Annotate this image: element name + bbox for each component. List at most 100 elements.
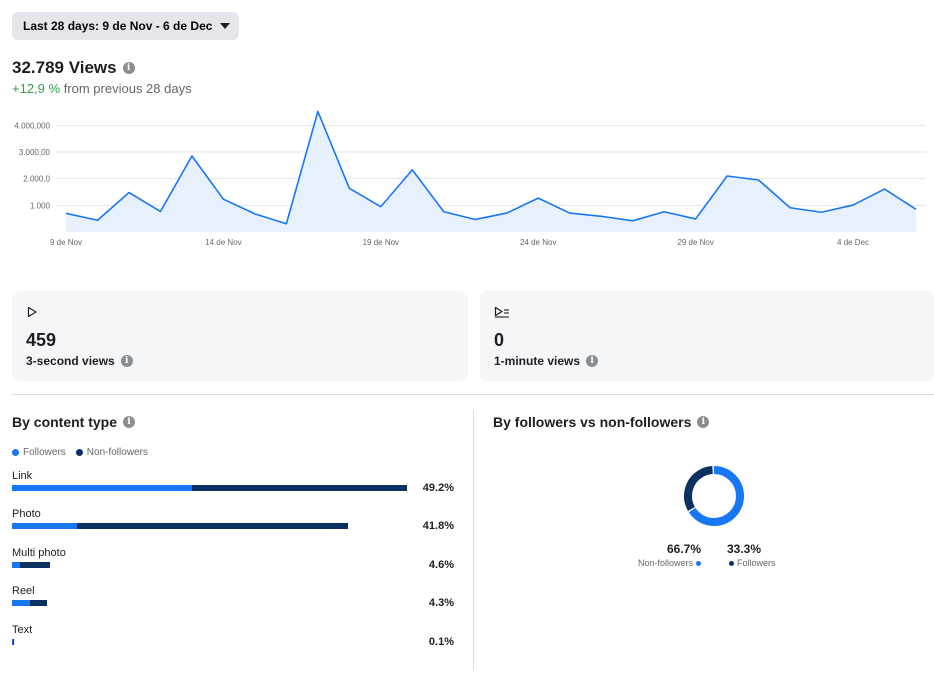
data-point[interactable] — [725, 174, 729, 178]
followers-heading: By followers vs non-followers i — [493, 414, 710, 430]
content-row-label: Link — [12, 470, 33, 482]
data-point[interactable] — [883, 187, 887, 191]
data-point[interactable] — [284, 222, 288, 226]
legend-non-followers-label: Non-followers — [86, 447, 148, 458]
views-change-value: +12,9 % — [12, 81, 61, 96]
views-total: 32.789 Views — [12, 58, 117, 77]
data-point[interactable] — [914, 207, 918, 211]
three-second-views-label: 3-second views i — [26, 354, 133, 368]
data-point[interactable] — [851, 203, 855, 207]
data-point[interactable] — [631, 219, 635, 223]
content-row-bar — [12, 562, 50, 568]
views-total-heading: 32.789 Views i — [12, 58, 135, 78]
content-row-label: Text — [12, 624, 33, 636]
data-point[interactable] — [568, 211, 572, 215]
followers-bar-segment — [12, 639, 13, 645]
info-icon[interactable]: i — [120, 355, 133, 367]
x-tick-label: 4 de Dec — [837, 238, 869, 247]
data-point[interactable] — [347, 186, 351, 190]
content-row-bar — [12, 485, 407, 491]
x-tick-label: 29 de Nov — [677, 238, 713, 247]
one-minute-views-card: 0 1-minute views i — [480, 291, 934, 381]
data-point[interactable] — [788, 206, 792, 210]
data-point[interactable] — [820, 210, 824, 214]
play-list-icon — [494, 306, 509, 318]
non-followers-bar-segment — [29, 600, 48, 606]
content-type-title: By content type — [12, 414, 118, 430]
non-followers-bar-segment — [191, 485, 407, 491]
info-icon[interactable]: i — [586, 355, 599, 367]
one-minute-views-label-text: 1-minute views — [494, 354, 581, 368]
followers-bar-segment — [12, 485, 192, 491]
data-point[interactable] — [379, 205, 383, 209]
non-followers-stat: 66.7% Non-followers — [628, 542, 704, 568]
y-tick-label: 1.000 — [30, 201, 51, 210]
x-tick-label: 14 de Nov — [205, 238, 241, 247]
data-point[interactable] — [410, 168, 414, 172]
content-row-percent: 49.2% — [422, 482, 454, 494]
three-second-views-value: 459 — [26, 330, 57, 350]
play-icon — [27, 306, 37, 318]
data-point[interactable] — [190, 154, 194, 158]
data-point[interactable] — [158, 209, 162, 213]
data-point[interactable] — [442, 210, 446, 214]
y-tick-label: 3.000,00 — [19, 148, 51, 157]
data-point[interactable] — [694, 217, 698, 221]
followers-title: By followers vs non-followers — [493, 414, 692, 430]
data-point[interactable] — [253, 212, 257, 216]
content-type-legend: Followers Non-followers — [12, 447, 158, 458]
content-row-text: Text 0.1% — [12, 624, 454, 658]
one-minute-views-label: 1-minute views i — [494, 354, 599, 368]
non-followers-bar-segment — [12, 639, 14, 645]
date-range-dropdown[interactable]: Last 28 days: 9 de Nov - 6 de Dec — [12, 12, 239, 40]
content-type-heading: By content type i — [12, 414, 136, 430]
content-row-bar — [12, 523, 348, 529]
views-area — [66, 111, 916, 232]
data-point[interactable] — [127, 191, 131, 195]
one-minute-views-value: 0 — [494, 330, 505, 350]
info-icon[interactable]: i — [122, 62, 135, 74]
three-second-views-card: 459 3-second views i — [12, 291, 468, 381]
content-row-percent: 41.8% — [422, 520, 454, 532]
non-followers-value: 66.7% — [666, 542, 701, 556]
content-row-reel: Reel 4.3% — [12, 585, 454, 619]
data-point[interactable] — [757, 178, 761, 182]
x-tick-label: 19 de Nov — [363, 238, 399, 247]
content-row-percent: 4.6% — [428, 559, 454, 571]
followers-value: 33.3% — [727, 542, 762, 556]
followers-dot — [12, 449, 19, 456]
content-row-bar — [12, 600, 48, 606]
content-row-link: Link 49.2% — [12, 470, 454, 504]
x-tick-label: 9 de Nov — [50, 238, 82, 247]
followers-bar-segment — [12, 523, 78, 529]
non-followers-dot — [696, 560, 701, 566]
content-row-label: Photo — [12, 508, 41, 520]
info-icon[interactable]: i — [697, 416, 710, 428]
non-followers-dot — [75, 449, 83, 456]
chevron-down-icon — [220, 23, 231, 29]
data-point[interactable] — [505, 211, 509, 215]
y-tick-label: 2.000,0 — [23, 175, 50, 184]
followers-dot — [729, 560, 734, 566]
views-change-suffix: from previous 28 days — [60, 81, 192, 96]
followers-bar-segment — [12, 600, 30, 606]
data-point[interactable] — [662, 210, 666, 214]
data-point[interactable] — [599, 214, 603, 218]
data-point[interactable] — [316, 109, 320, 113]
y-tick-label: 4.000,000 — [14, 121, 50, 130]
data-point[interactable] — [95, 218, 99, 222]
info-icon[interactable]: i — [123, 416, 136, 428]
legend-non-followers: Non-followers — [75, 447, 148, 458]
non-followers-legend: Non-followers — [628, 558, 704, 568]
views-series-line — [65, 110, 917, 225]
data-point[interactable] — [536, 196, 540, 200]
data-point[interactable] — [473, 217, 477, 221]
date-range-label: Last 28 days: 9 de Nov - 6 de Dec — [23, 19, 213, 33]
followers-stat: 33.3% Followers — [726, 542, 796, 568]
content-row-label: Multi photo — [12, 547, 66, 559]
data-point[interactable] — [221, 197, 225, 201]
data-point[interactable] — [64, 211, 68, 215]
content-row-multi-photo: Multi photo 4.6% — [12, 547, 454, 581]
legend-followers: Followers — [12, 447, 66, 458]
followers-label: Followers — [737, 558, 776, 568]
